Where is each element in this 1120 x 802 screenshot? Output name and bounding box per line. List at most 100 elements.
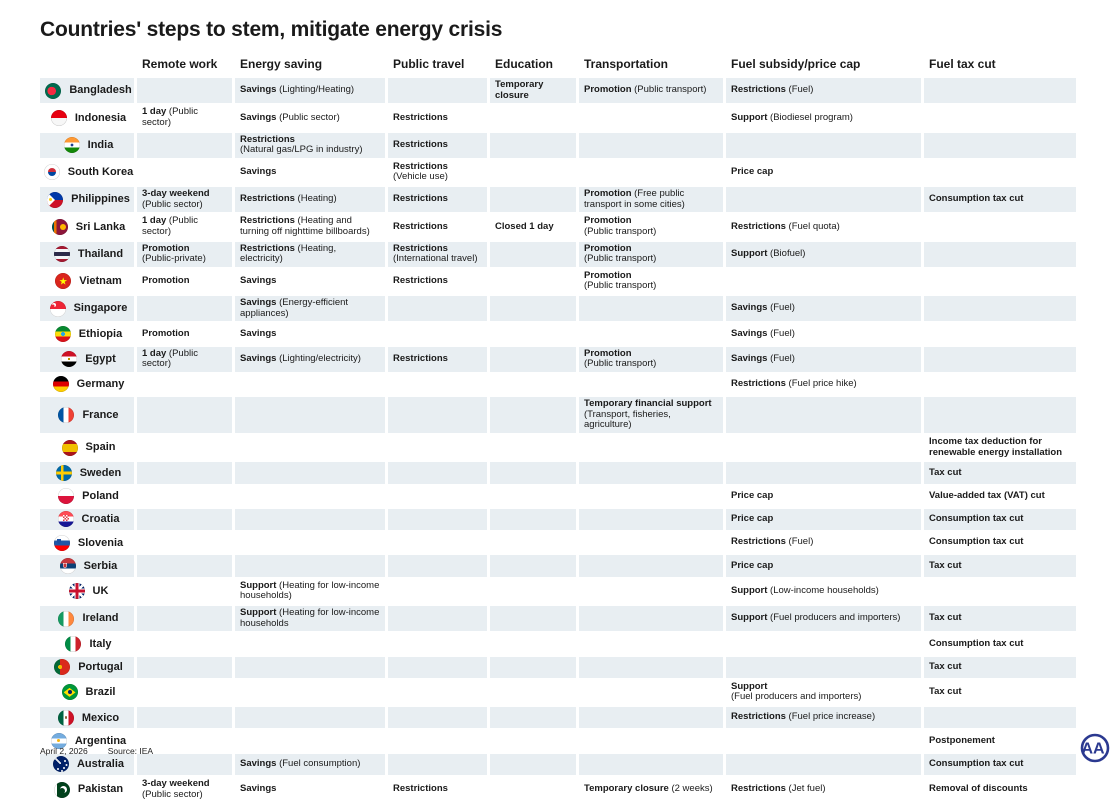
education-cell xyxy=(490,374,576,395)
transportation-cell xyxy=(579,323,723,344)
table-row: Argentina Postponement xyxy=(40,730,1076,751)
table-row: Slovenia Restrictions (Fuel) Consumption t… xyxy=(40,532,1076,553)
fuel-subsidy-price-cap-cell xyxy=(726,633,921,654)
country-name: Italy xyxy=(89,637,112,650)
fuel-subsidy-price-cap-cell xyxy=(726,730,921,751)
flag-in-icon xyxy=(63,137,80,154)
fuel-subsidy-price-cap-cell xyxy=(726,462,921,484)
flag-pt-icon xyxy=(54,659,71,676)
country-name: Mexico xyxy=(81,711,120,724)
public-travel-cell: Restrictions (International travel) xyxy=(388,241,487,267)
flag-lk-icon xyxy=(51,218,68,235)
energy-saving-cell: Support (Heating for low-income househol… xyxy=(235,605,385,632)
country-name: Ethiopia xyxy=(78,327,123,340)
remote-work-cell xyxy=(137,707,232,729)
transportation-cell xyxy=(579,462,723,484)
country-cell: Germany xyxy=(40,374,134,395)
footer-date: April 2, 2026 xyxy=(40,746,88,756)
education-cell xyxy=(490,730,576,751)
country-cell: Singapore xyxy=(40,296,134,322)
public-travel-cell: Restrictions xyxy=(393,220,448,232)
table-row: South Korea Savings Restrictions (Vehicle u… xyxy=(40,160,1076,185)
country-cell: South Korea xyxy=(40,160,134,185)
country-cell: Ethiopia xyxy=(40,323,134,344)
country-name: South Korea xyxy=(67,166,134,179)
fuel-subsidy-price-cap-cell: Price cap xyxy=(726,508,921,531)
energy-saving-cell xyxy=(235,707,385,729)
flag-es-icon xyxy=(61,439,78,456)
country-name: Portugal xyxy=(78,660,123,673)
energy-saving-cell: Savings (Lighting/Heating) xyxy=(235,78,385,104)
country-cell: Sweden xyxy=(40,462,134,484)
energy-saving-cell: Savings (Fuel consumption) xyxy=(235,753,385,775)
flag-it-icon xyxy=(65,635,82,652)
fuel-subsidy-price-cap-cell xyxy=(726,269,921,294)
table-row: UK Support (Heating for low-income househ… xyxy=(40,579,1076,604)
transportation-cell xyxy=(579,656,723,678)
public-travel-cell xyxy=(388,462,487,484)
fuel-subsidy-price-cap-cell: Restrictions (Fuel price increase) xyxy=(726,707,921,729)
public-travel-cell xyxy=(388,579,487,604)
fuel-tax-cut-cell xyxy=(924,374,1076,395)
public-travel-cell: Restrictions xyxy=(388,187,487,213)
country-name: Argentina xyxy=(74,734,127,747)
fuel-tax-cut-cell xyxy=(924,707,1076,729)
remote-work-cell xyxy=(137,633,232,654)
transportation-cell xyxy=(579,555,723,577)
header-row: Remote work Energy saving Public travel Edu… xyxy=(40,57,1076,73)
country-cell: Ireland xyxy=(40,605,134,632)
public-travel-cell xyxy=(388,605,487,632)
transportation-cell: Promotion (Public transport) xyxy=(579,241,723,267)
fuel-subsidy-price-cap-cell xyxy=(726,187,921,213)
fuel-tax-cut-cell xyxy=(924,269,1076,294)
remote-work-cell: Promotion xyxy=(142,275,190,287)
country-cell: Bangladesh xyxy=(40,78,134,104)
fuel-subsidy-price-cap-cell: Savings (Fuel) xyxy=(726,346,921,372)
country-name: India xyxy=(87,138,114,151)
country-cell: Indonesia xyxy=(40,105,134,130)
remote-work-cell: 1 day (Public sector) xyxy=(142,215,198,237)
country-name: Egypt xyxy=(85,353,116,366)
country-name: Germany xyxy=(76,378,125,391)
country-name: Indonesia xyxy=(74,111,127,124)
country-name: Spain xyxy=(85,441,116,454)
fuel-subsidy-price-cap-cell xyxy=(726,753,921,775)
table-row: Poland Price cap Value-added tax (VAT) cut xyxy=(40,486,1076,507)
transportation-cell xyxy=(579,132,723,158)
public-travel-cell xyxy=(388,707,487,729)
remote-work-cell: 3-day weekend (Public sector) xyxy=(137,187,232,213)
public-travel-cell xyxy=(388,323,487,344)
fuel-subsidy-price-cap-cell: Restrictions (Fuel quota) xyxy=(731,220,840,232)
transportation-cell xyxy=(579,374,723,395)
education-cell xyxy=(490,397,576,433)
energy-saving-cell: Savings (Energy-efficient appliances) xyxy=(235,296,385,322)
flag-eg-icon xyxy=(61,351,78,368)
footer: April 2, 2026 Source: IEA xyxy=(40,746,153,756)
fuel-subsidy-price-cap-cell: Support (Fuel producers and importers) xyxy=(731,680,862,703)
fuel-subsidy-price-cap-cell xyxy=(726,435,921,460)
fuel-tax-cut-cell: Income tax deduction for renewable energ… xyxy=(929,435,1063,458)
energy-saving-cell xyxy=(235,462,385,484)
table-row: India Restrictions (Natural gas/LPG in ind… xyxy=(40,132,1076,158)
flag-gb-icon xyxy=(68,583,85,600)
transportation-cell xyxy=(579,105,723,130)
country-cell: Mexico xyxy=(40,707,134,729)
flag-br-icon xyxy=(61,684,78,701)
table-row: Vietnam Promotion Savings Restrictions Promo… xyxy=(40,269,1076,294)
country-cell: Brazil xyxy=(40,680,134,705)
remote-work-cell xyxy=(137,374,232,395)
fuel-tax-cut-cell xyxy=(924,214,1076,239)
energy-saving-cell: Restrictions (Natural gas/LPG in industry… xyxy=(235,132,385,158)
public-travel-cell xyxy=(388,656,487,678)
fuel-tax-cut-cell xyxy=(924,579,1076,604)
remote-work-cell: 3-day weekend (Public sector) xyxy=(142,777,210,800)
flag-th-icon xyxy=(53,246,70,263)
country-cell: France xyxy=(40,397,134,433)
country-name: Ireland xyxy=(82,612,119,625)
transportation-cell xyxy=(579,605,723,632)
table-row: Spain Income tax deduction for renewable … xyxy=(40,435,1076,460)
table-row: Philippines 3-day weekend (Public sector) R… xyxy=(40,187,1076,213)
column-header-energy-saving: Energy saving xyxy=(240,57,323,71)
remote-work-cell xyxy=(137,486,232,507)
